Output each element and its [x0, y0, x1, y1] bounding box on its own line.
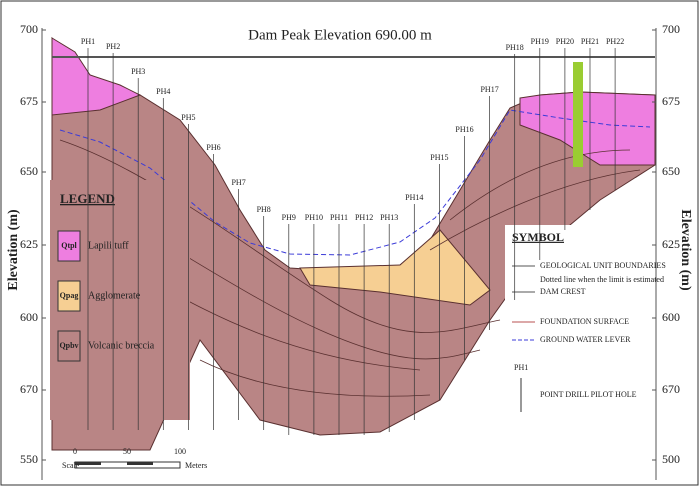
right-tick-label: 650: [662, 164, 680, 178]
borehole-label: PH3: [131, 67, 145, 76]
right-tick-label: 700: [662, 22, 680, 36]
scale-bar: [75, 462, 101, 465]
symbol-label: POINT DRILL PILOT HOLE: [540, 390, 637, 399]
borehole-label: PH22: [606, 37, 624, 46]
lapili-tuff-right: [519, 91, 656, 166]
left-axis-title: Elevation (m): [6, 209, 21, 291]
title: Dam Peak Elevation 690.00 m: [248, 27, 432, 43]
right-tick-label: 600: [662, 310, 680, 324]
symbol-label: DAM CREST: [540, 287, 586, 296]
legend-code: Qpag: [60, 291, 79, 300]
borehole-label: PH17: [480, 85, 498, 94]
borehole-label: PH6: [206, 143, 220, 152]
symbol-label: GEOLOGICAL UNIT BOUNDARIES: [540, 261, 666, 270]
ground-water-level: [59, 109, 651, 256]
legend-code: Qpbv: [59, 341, 78, 350]
borehole-label: PH20: [556, 37, 574, 46]
borehole-label: PH9: [282, 213, 296, 222]
borehole-label: PH11: [330, 213, 348, 222]
scale-bar: [127, 462, 153, 465]
symbol-box: [505, 225, 653, 425]
left-tick-label: 670: [20, 382, 38, 396]
right-tick-label: 675: [662, 94, 680, 108]
borehole-label: PH19: [531, 37, 549, 46]
borehole-label: PH1: [81, 37, 95, 46]
legend-title: LEGEND: [60, 191, 115, 206]
left-tick-label: 650: [20, 164, 38, 178]
borehole-label: PH16: [455, 125, 473, 134]
borehole-label: PH13: [380, 213, 398, 222]
right-axis-title: Elevation (m): [678, 209, 693, 291]
borehole-label: PH14: [405, 193, 423, 202]
borehole-label: PH15: [430, 153, 448, 162]
agglomerate: [299, 229, 491, 306]
right-tick-label: 500: [662, 452, 680, 466]
left-tick-label: 550: [20, 452, 38, 466]
symbol-label: GROUND WATER LEVER: [540, 335, 631, 344]
borehole-label: PH10: [305, 213, 323, 222]
left-tick-label: 625: [20, 237, 38, 251]
scale-tick: 100: [174, 447, 186, 456]
borehole-label: PH8: [257, 205, 271, 214]
borehole-label: PH7: [231, 178, 245, 187]
right-tick-label: 670: [662, 382, 680, 396]
borehole-label: PH2: [106, 42, 120, 51]
borehole-label: PH18: [506, 43, 524, 52]
legend-swatch: [57, 230, 81, 262]
legend-swatch: [57, 280, 81, 312]
left-tick-label: 675: [20, 94, 38, 108]
scale-tick: 50: [123, 447, 131, 456]
right-tick-label: 625: [662, 237, 680, 251]
borehole-label: PH21: [581, 37, 599, 46]
symbol-label: Dotted line when the limit is estimated: [540, 275, 664, 284]
symbol-title: SYMBOL: [512, 230, 564, 244]
legend-code: Qtpl: [61, 241, 77, 250]
scale-unit: Meters: [185, 461, 207, 470]
left-tick-label: 700: [20, 22, 38, 36]
legend-swatch: [57, 330, 81, 362]
legend-label: Agglomerate: [88, 290, 141, 301]
symbol-ph: PH1: [514, 363, 528, 372]
legend-label: Lapili tuff: [88, 240, 129, 251]
borehole-label: PH4: [156, 87, 170, 96]
legend-label: Volcanic breccia: [88, 340, 155, 351]
scale-tick: 0: [73, 447, 77, 456]
borehole-label: PH12: [355, 213, 373, 222]
scale-label: Scale: [62, 461, 80, 470]
borehole-label: PH5: [181, 113, 195, 122]
pilot-hole-marker: [573, 62, 583, 167]
left-tick-label: 600: [20, 310, 38, 324]
symbol-label: FOUNDATION SURFACE: [540, 317, 629, 326]
